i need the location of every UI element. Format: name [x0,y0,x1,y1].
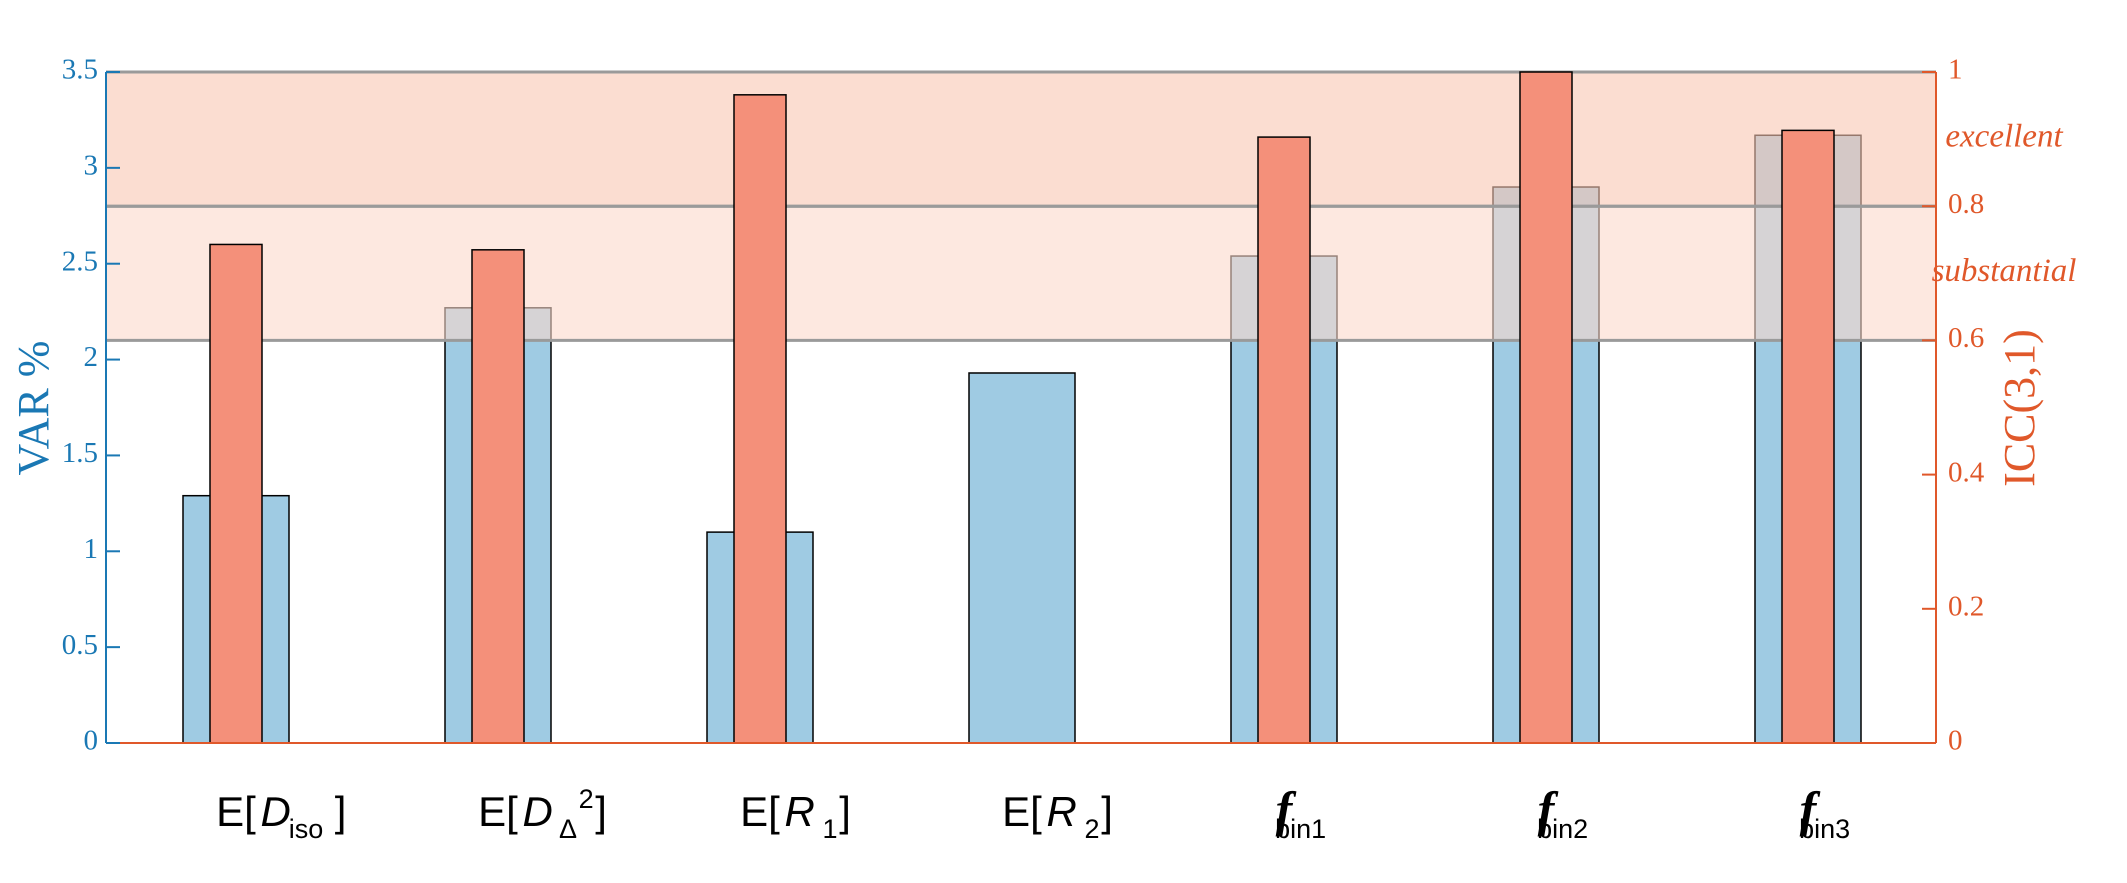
label-part: R [785,788,815,835]
y2-tick-label: 0.6 [1948,322,1984,354]
x-tick-label: E[R 1] [740,788,851,844]
band [106,206,1936,341]
label-part: 2 [1085,814,1100,844]
label-part: bin3 [1799,814,1850,844]
y-tick-label: 2 [84,341,99,373]
x-tick-label: fbin1 [1275,781,1326,844]
x-tick-label: E[R 2] [1002,788,1113,844]
y-tick-label: 1 [84,533,99,565]
label-part: bin1 [1275,814,1326,844]
label-part: E[ [1002,788,1042,835]
bar [1519,71,1573,744]
bar [471,249,525,744]
y2-tick-label: 0.8 [1948,188,1984,220]
x-tick-label: fbin3 [1799,781,1850,844]
label-part: R [1047,788,1077,835]
label-part: f [1276,781,1297,837]
x-tick-label: E[D Δ2] [478,784,607,844]
label-part: ] [335,788,347,835]
band [106,72,1936,207]
label-part: E[ [740,788,780,835]
y-tick-label: 2.5 [62,245,98,277]
y2-tick-label: 0.4 [1948,456,1985,488]
y2-tick-label: 0.2 [1948,590,1984,622]
x-tick-label: fbin2 [1537,781,1588,844]
label-part: E[ [216,788,256,835]
label-part: iso [289,814,324,844]
bar [1781,129,1835,744]
y2-axis-label: ICC(3,1) [1995,329,2044,487]
y2-tick-label: 1 [1948,54,1963,86]
y2-tick-label: 0 [1948,725,1963,757]
band-label: substantial [1932,253,2077,289]
label-part: f [1538,781,1559,837]
y-axis-label: VAR % [9,341,58,476]
label-part: ] [1101,788,1113,835]
label-part: D [261,788,291,835]
bar [968,372,1076,744]
label-part: 1 [823,814,838,844]
y-tick-label: 3.5 [62,54,98,86]
label-part: Δ [559,814,577,844]
band-label: excellent [1945,119,2063,155]
y-tick-label: 3 [84,150,99,182]
label-part: ] [595,788,607,835]
bar [209,243,263,744]
label-part: 2 [579,784,594,814]
label-part: ] [839,788,851,835]
label-part: D [523,788,553,835]
y-tick-label: 1.5 [62,437,98,469]
x-tick-label: E[Diso] [216,788,346,844]
label-part: bin2 [1537,814,1588,844]
label-part: f [1800,781,1821,837]
bar [733,94,787,744]
label-part: E[ [478,788,518,835]
y-tick-label: 0 [84,725,99,757]
y-tick-label: 0.5 [62,629,98,661]
bar [1257,136,1311,744]
